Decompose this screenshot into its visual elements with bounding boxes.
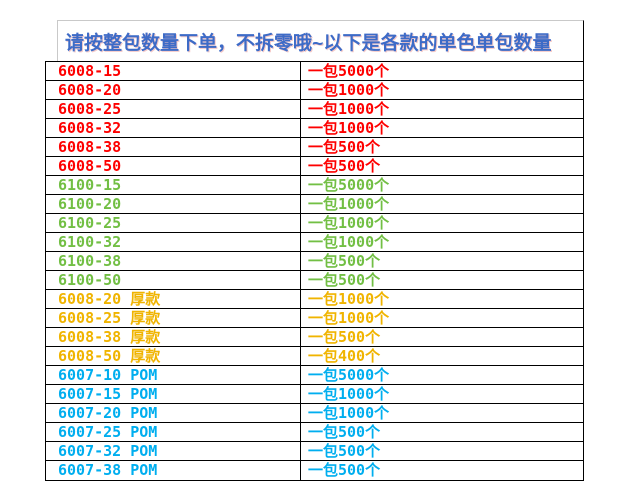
item-code-cell: 6100-38 (46, 252, 301, 270)
item-code-cell: 6007-15 POM (46, 385, 301, 403)
item-code-cell: 6008-15 (46, 62, 301, 80)
table-row: 6008-50 一包500个 (46, 157, 583, 176)
table-row: 6008-38 厚款 一包500个 (46, 328, 583, 347)
item-code-cell: 6007-10 POM (46, 366, 301, 384)
item-code-cell: 6007-38 POM (46, 461, 301, 480)
table-row: 6008-32 一包1000个 (46, 119, 583, 138)
pack-qty-cell: 一包5000个 (308, 62, 390, 80)
pack-qty-cell: 一包500个 (308, 442, 381, 460)
pack-qty-cell: 一包1000个 (308, 195, 390, 213)
table-row: 6100-20 一包1000个 (46, 195, 583, 214)
table-row: 6007-25 POM 一包500个 (46, 423, 583, 442)
pack-qty-cell: 一包500个 (308, 157, 381, 175)
pack-quantity-table: 6008-15 一包5000个 6008-20 一包1000个 6008-25 … (45, 61, 584, 481)
pack-qty-cell: 一包500个 (308, 138, 381, 156)
table-row: 6008-50 厚款 一包400个 (46, 347, 583, 366)
item-code-cell: 6008-25 厚款 (46, 309, 301, 327)
item-code-cell: 6008-50 厚款 (46, 347, 301, 365)
table-row: 6100-25 一包1000个 (46, 214, 583, 233)
pack-qty-cell: 一包1000个 (308, 404, 390, 422)
item-code-cell: 6100-32 (46, 233, 301, 251)
item-code-cell: 6008-38 (46, 138, 301, 156)
table-row: 6007-10 POM 一包5000个 (46, 366, 583, 385)
pack-qty-cell: 一包500个 (308, 423, 381, 441)
table-row: 6007-15 POM 一包1000个 (46, 385, 583, 404)
item-code-cell: 6007-32 POM (46, 442, 301, 460)
table-row: 6008-25 厚款 一包1000个 (46, 309, 583, 328)
item-code-cell: 6008-50 (46, 157, 301, 175)
pack-qty-cell: 一包5000个 (308, 176, 390, 194)
table-row: 6008-20 一包1000个 (46, 81, 583, 100)
pack-qty-cell: 一包1000个 (308, 119, 390, 137)
table-row: 6100-38 一包500个 (46, 252, 583, 271)
item-code-cell: 6007-25 POM (46, 423, 301, 441)
pack-qty-cell: 一包1000个 (308, 81, 390, 99)
item-code-cell: 6100-15 (46, 176, 301, 194)
pack-qty-cell: 一包1000个 (308, 309, 390, 327)
table-row: 6008-25 一包1000个 (46, 100, 583, 119)
pack-qty-cell: 一包400个 (308, 347, 381, 365)
table-row: 6007-38 POM 一包500个 (46, 461, 583, 480)
item-code-cell: 6100-20 (46, 195, 301, 213)
item-code-cell: 6008-38 厚款 (46, 328, 301, 346)
item-code-cell: 6008-20 厚款 (46, 290, 301, 308)
item-code-cell: 6008-32 (46, 119, 301, 137)
pack-qty-cell: 一包5000个 (308, 366, 390, 384)
table-row: 6100-15 一包5000个 (46, 176, 583, 195)
table-row: 6008-15 一包5000个 (46, 62, 583, 81)
item-code-cell: 6100-50 (46, 271, 301, 289)
item-code-cell: 6100-25 (46, 214, 301, 232)
notice-title: 请按整包数量下单，不拆零哦~以下是各款的单色单包数量 (57, 20, 584, 62)
item-code-cell: 6008-25 (46, 100, 301, 118)
item-code-cell: 6008-20 (46, 81, 301, 99)
table-row: 6100-50 一包500个 (46, 271, 583, 290)
table-row: 6007-20 POM 一包1000个 (46, 404, 583, 423)
pack-qty-cell: 一包1000个 (308, 290, 390, 308)
table-row: 6100-32 一包1000个 (46, 233, 583, 252)
pack-qty-cell: 一包500个 (308, 271, 381, 289)
table-row: 6008-20 厚款 一包1000个 (46, 290, 583, 309)
table-row: 6007-32 POM 一包500个 (46, 442, 583, 461)
pack-qty-cell: 一包500个 (308, 328, 381, 346)
item-code-cell: 6007-20 POM (46, 404, 301, 422)
pack-qty-cell: 一包500个 (308, 461, 381, 479)
pack-qty-cell: 一包1000个 (308, 214, 390, 232)
pack-qty-cell: 一包1000个 (308, 100, 390, 118)
pack-qty-cell: 一包1000个 (308, 233, 390, 251)
pack-qty-cell: 一包1000个 (308, 385, 390, 403)
pack-qty-cell: 一包500个 (308, 252, 381, 270)
table-row: 6008-38 一包500个 (46, 138, 583, 157)
